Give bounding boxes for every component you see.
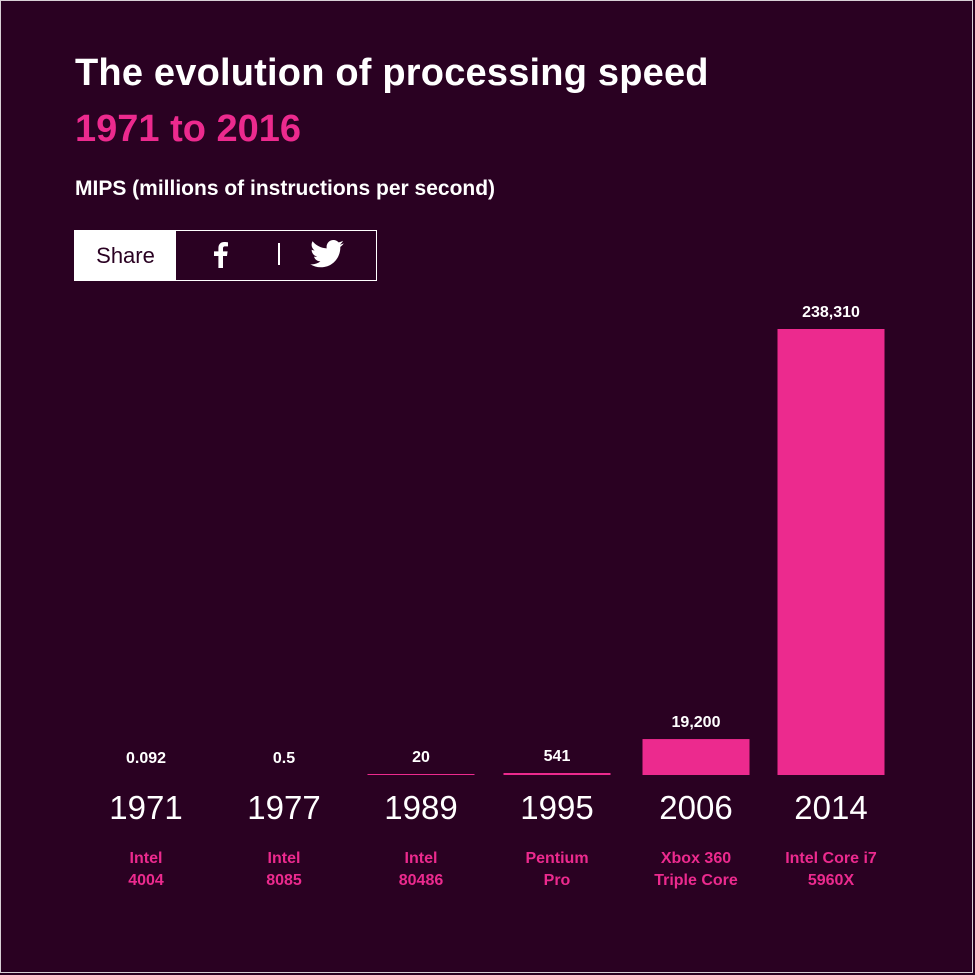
processor-label-1971-line2: 4004: [128, 872, 164, 889]
year-label-2014: 2014: [794, 789, 867, 826]
unit-label: MIPS (millions of instructions per secon…: [75, 177, 496, 200]
share-button[interactable]: Share: [75, 231, 176, 280]
year-label-1977: 1977: [247, 789, 320, 826]
value-label-2014: 238,310: [802, 304, 860, 321]
value-label-1989: 20: [412, 749, 430, 766]
bar-2006: [642, 739, 750, 775]
processor-label-1971-line1: Intel: [130, 850, 163, 867]
bar-1989: [367, 774, 475, 775]
year-label-1989: 1989: [384, 789, 457, 826]
year-label-1995: 1995: [520, 789, 593, 826]
chart-subtitle: 1971 to 2016: [75, 108, 302, 150]
share-icons: [176, 231, 376, 280]
value-label-1995: 541: [544, 748, 571, 765]
value-label-1971: 0.092: [126, 750, 166, 767]
processor-label-1989-line1: Intel: [405, 850, 438, 867]
processor-label-1977-line2: 8085: [266, 872, 302, 889]
facebook-icon[interactable]: [214, 242, 228, 268]
year-label-2006: 2006: [659, 789, 732, 826]
processor-label-1995-line1: Pentium: [525, 850, 588, 867]
processor-label-1977-line1: Intel: [268, 850, 301, 867]
bar-2014: [777, 329, 885, 775]
year-label-1971: 1971: [109, 789, 182, 826]
share-divider: [278, 243, 280, 265]
bar-1995: [503, 773, 611, 775]
processor-label-1995-line2: Pro: [544, 872, 571, 889]
value-label-2006: 19,200: [672, 714, 721, 731]
processor-label-1989-line2: 80486: [399, 872, 444, 889]
value-label-1977: 0.5: [273, 750, 295, 767]
processor-label-2006-line1: Xbox 360: [661, 850, 731, 867]
chart-title: The evolution of processing speed: [75, 52, 709, 94]
processor-label-2006-line2: Triple Core: [654, 872, 738, 889]
share-bar: Share: [74, 230, 377, 281]
processor-label-2014-line1: Intel Core i7: [785, 850, 877, 867]
twitter-icon[interactable]: [310, 240, 344, 268]
processor-label-2014-line2: 5960X: [808, 872, 855, 889]
